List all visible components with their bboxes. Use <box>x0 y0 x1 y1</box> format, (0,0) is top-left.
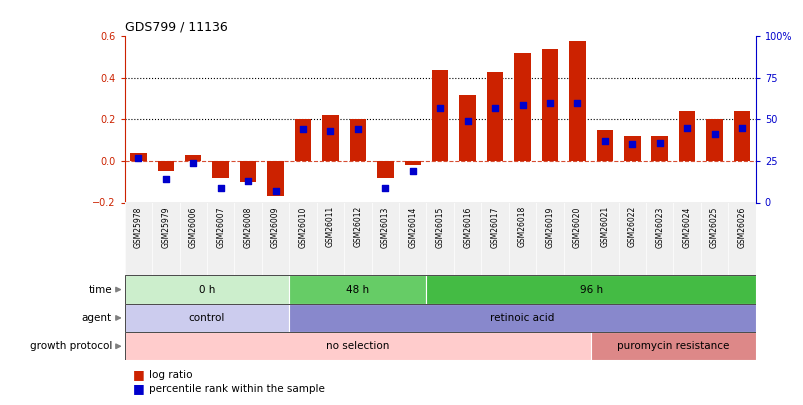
Point <box>653 139 666 146</box>
Text: GSM26019: GSM26019 <box>544 206 554 247</box>
Point <box>296 126 309 133</box>
Text: GSM26010: GSM26010 <box>298 206 307 247</box>
Text: GSM26015: GSM26015 <box>435 206 444 247</box>
Bar <box>706 119 722 161</box>
Bar <box>590 332 755 360</box>
Bar <box>130 153 146 161</box>
Text: growth protocol: growth protocol <box>30 341 112 351</box>
Text: GSM26017: GSM26017 <box>490 206 499 247</box>
Bar <box>267 161 283 196</box>
Bar <box>678 111 695 161</box>
Bar <box>289 304 755 332</box>
Bar <box>239 161 256 182</box>
Point <box>351 126 364 133</box>
Point <box>680 125 693 131</box>
Text: GSM26012: GSM26012 <box>353 206 362 247</box>
Point <box>597 138 610 144</box>
Bar <box>295 119 311 161</box>
Text: GSM26018: GSM26018 <box>517 206 526 247</box>
Text: GSM26006: GSM26006 <box>189 206 198 247</box>
Text: GSM26024: GSM26024 <box>682 206 691 247</box>
Text: no selection: no selection <box>326 341 389 351</box>
Bar <box>404 161 421 165</box>
Bar <box>185 155 202 161</box>
Bar <box>124 304 289 332</box>
Point <box>378 184 391 191</box>
Point <box>214 184 226 191</box>
Text: ■: ■ <box>132 382 145 395</box>
Point <box>707 131 720 138</box>
Bar <box>377 161 393 177</box>
Point <box>434 104 446 111</box>
Bar <box>487 72 503 161</box>
Text: GSM26023: GSM26023 <box>654 206 663 247</box>
Text: GSM26009: GSM26009 <box>271 206 279 247</box>
Bar <box>124 332 590 360</box>
Point <box>625 141 638 148</box>
Bar <box>349 119 365 161</box>
Point <box>735 125 748 131</box>
Bar <box>596 130 613 161</box>
Text: GSM26021: GSM26021 <box>600 206 609 247</box>
Text: control: control <box>189 313 225 323</box>
Bar <box>289 275 426 304</box>
Text: GSM26022: GSM26022 <box>627 206 636 247</box>
Bar <box>124 275 289 304</box>
Text: agent: agent <box>82 313 112 323</box>
Bar <box>459 95 475 161</box>
Bar <box>569 40 585 161</box>
Bar <box>733 111 749 161</box>
Bar <box>431 70 448 161</box>
Text: GSM26020: GSM26020 <box>573 206 581 247</box>
Point <box>516 101 528 108</box>
Text: GSM26016: GSM26016 <box>463 206 471 247</box>
Text: 48 h: 48 h <box>346 285 369 294</box>
Point <box>488 104 501 111</box>
Text: GSM26026: GSM26026 <box>736 206 746 247</box>
Text: retinoic acid: retinoic acid <box>490 313 554 323</box>
Point <box>570 100 583 106</box>
Bar <box>322 115 338 161</box>
Point <box>324 128 336 134</box>
Point <box>543 100 556 106</box>
Text: puromycin resistance: puromycin resistance <box>617 341 728 351</box>
Point <box>242 178 255 184</box>
Bar <box>623 136 640 161</box>
Point <box>186 160 199 166</box>
Text: 96 h: 96 h <box>579 285 602 294</box>
Text: GSM26013: GSM26013 <box>381 206 389 247</box>
Point <box>269 188 282 194</box>
Bar <box>157 161 173 171</box>
Bar <box>541 49 557 161</box>
Point <box>461 118 474 124</box>
Text: GSM26014: GSM26014 <box>408 206 417 247</box>
Text: GSM25978: GSM25978 <box>133 206 143 247</box>
Text: GSM26008: GSM26008 <box>243 206 252 247</box>
Text: time: time <box>88 285 112 294</box>
Bar <box>650 136 667 161</box>
Text: log ratio: log ratio <box>149 370 192 379</box>
Text: ■: ■ <box>132 368 145 381</box>
Point <box>132 154 145 161</box>
Text: GSM26025: GSM26025 <box>709 206 718 247</box>
Text: GDS799 / 11136: GDS799 / 11136 <box>124 21 227 34</box>
Text: GSM26011: GSM26011 <box>325 206 335 247</box>
Text: GSM25979: GSM25979 <box>161 206 170 247</box>
Point <box>159 176 172 183</box>
Bar <box>426 275 755 304</box>
Text: GSM26007: GSM26007 <box>216 206 225 247</box>
Text: 0 h: 0 h <box>198 285 215 294</box>
Point <box>406 168 418 174</box>
Bar <box>514 53 530 161</box>
Bar <box>212 161 229 177</box>
Text: percentile rank within the sample: percentile rank within the sample <box>149 384 324 394</box>
